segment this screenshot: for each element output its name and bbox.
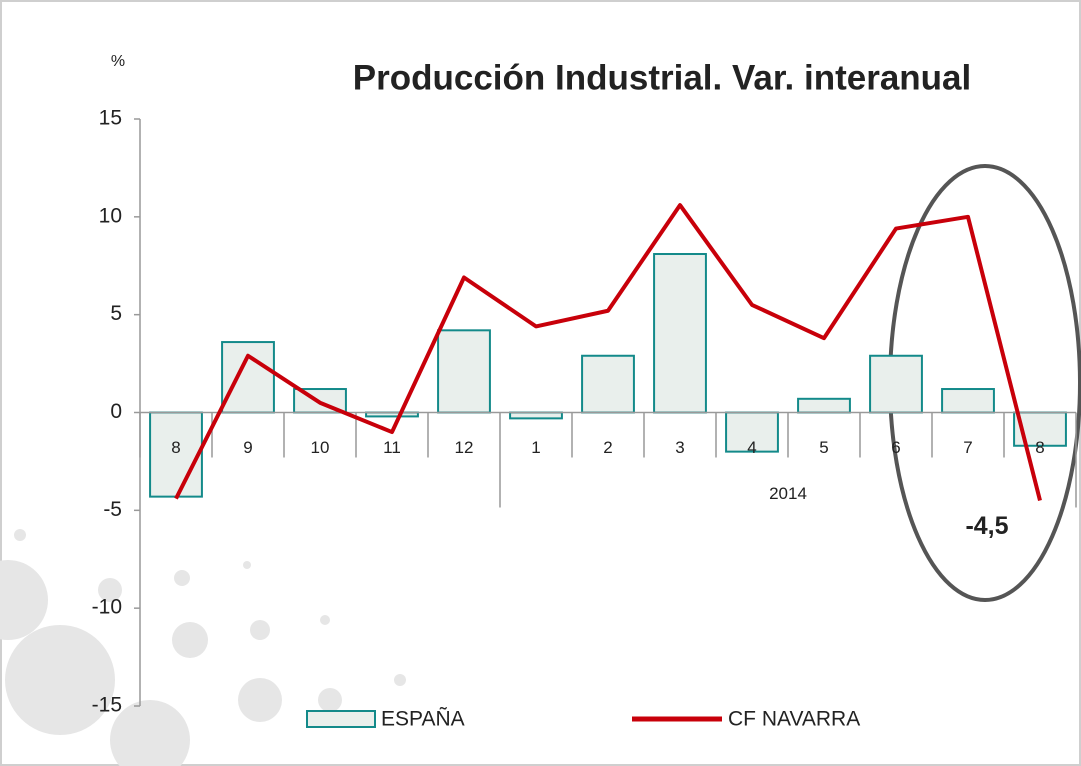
y-tick-label: 15 <box>99 107 122 130</box>
bar <box>653 253 707 414</box>
x-tick-label: 4 <box>747 438 756 457</box>
line <box>174 203 1042 502</box>
bar <box>221 341 275 414</box>
y-tick-label: 5 <box>110 302 122 325</box>
y-tick-label: 0 <box>110 400 122 423</box>
bar <box>437 329 491 414</box>
x-tick-label: 10 <box>311 438 330 457</box>
bar <box>581 354 635 414</box>
chart-title: Producción Industrial. Var. interanual <box>353 58 971 97</box>
bar <box>509 411 563 420</box>
x-tick-label: 9 <box>243 438 252 457</box>
x-group-label: 2014 <box>769 484 807 503</box>
x-tick-label: 2 <box>603 438 612 457</box>
value-label: -4,5 <box>965 512 1008 540</box>
x-tick-label: 5 <box>819 438 828 457</box>
bar <box>797 397 851 414</box>
y-tick-label: -5 <box>103 498 122 521</box>
bar <box>869 354 923 414</box>
y-tick-label: -15 <box>92 694 122 717</box>
legend-label: ESPAÑA <box>381 707 465 731</box>
bar <box>941 388 995 414</box>
bar <box>725 411 779 453</box>
x-tick-label: 12 <box>455 438 474 457</box>
y-unit: % <box>111 53 125 70</box>
y-tick-label: 10 <box>99 204 122 227</box>
legend-swatch <box>306 710 376 728</box>
y-tick-label: -10 <box>92 596 122 619</box>
background-dots <box>0 529 406 766</box>
bar <box>149 411 203 498</box>
x-tick-label: 1 <box>531 438 540 457</box>
legend-label: CF NAVARRA <box>728 708 860 731</box>
x-tick-label: 11 <box>383 438 401 457</box>
x-tick-label: 8 <box>1035 438 1044 457</box>
x-tick-label: 6 <box>891 438 900 457</box>
x-tick-label: 8 <box>171 438 180 457</box>
x-tick-label: 3 <box>675 438 684 457</box>
x-tick-label: 7 <box>963 438 972 457</box>
